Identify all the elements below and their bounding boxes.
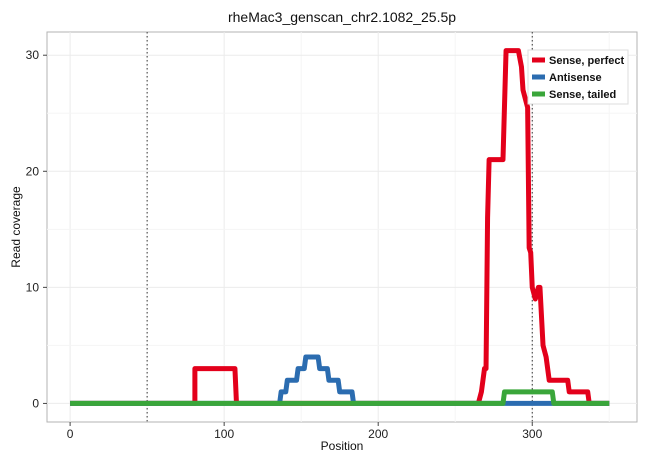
legend: Sense, perfect Antisense Sense, tailed	[527, 49, 629, 105]
x-tick-label: 0	[67, 427, 74, 441]
x-tick-label: 200	[368, 427, 388, 441]
legend-label: Antisense	[549, 72, 602, 84]
y-tick-label: 0	[32, 396, 39, 410]
x-tick-label: 100	[214, 427, 234, 441]
y-axis-label: Read coverage	[9, 186, 23, 268]
series-line-sense-tailed	[70, 389, 610, 406]
legend-label: Sense, perfect	[549, 55, 625, 67]
y-tick-label: 20	[26, 164, 40, 178]
chart-title: rheMac3_genscan_chr2.1082_25.5p	[228, 9, 456, 25]
legend-label: Sense, tailed	[549, 89, 616, 101]
series-line-antisense	[70, 354, 610, 406]
x-tick-label: 300	[522, 427, 542, 441]
x-axis-label: Position	[321, 439, 364, 453]
y-tick-label: 10	[26, 280, 40, 294]
y-tick-label: 30	[26, 48, 40, 62]
